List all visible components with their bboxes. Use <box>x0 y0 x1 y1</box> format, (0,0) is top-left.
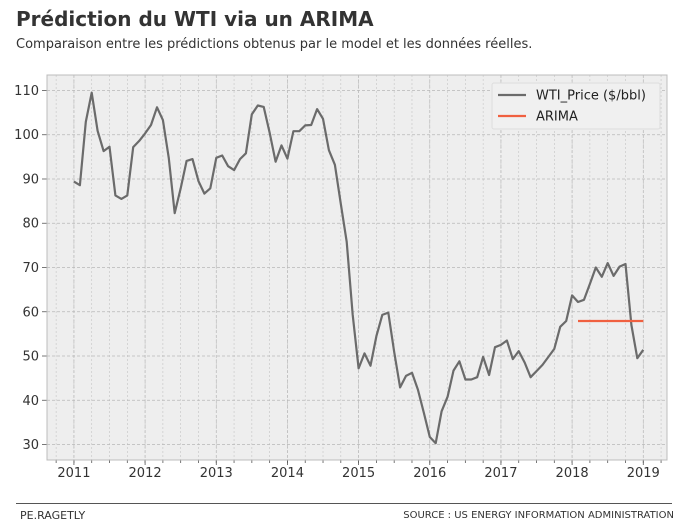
plot-frame <box>46 74 668 461</box>
x-tick-label: 2013 <box>200 466 233 481</box>
x-tick-label: 2015 <box>342 466 375 481</box>
y-tick-label: 90 <box>22 172 39 187</box>
y-tick-label: 60 <box>22 305 39 320</box>
x-tick-label: 2016 <box>413 466 446 481</box>
series-line-wti-price-bbl <box>73 91 645 445</box>
x-tick-label: 2011 <box>57 466 90 481</box>
chart-subtitle: Comparaison entre les prédictions obtenu… <box>16 37 533 52</box>
legend-label: ARIMA <box>536 110 578 125</box>
x-tick-label: 2014 <box>271 466 304 481</box>
legend-box <box>491 82 661 130</box>
y-tick-label: 50 <box>22 350 39 365</box>
y-tick-label: 30 <box>22 438 39 453</box>
x-tick-label: 2017 <box>484 466 517 481</box>
x-tick-label: 2012 <box>129 466 162 481</box>
y-tick-label: 100 <box>14 128 39 143</box>
x-tick-label: 2018 <box>556 466 589 481</box>
chart-title: Prédiction du WTI via un ARIMA <box>16 7 374 31</box>
y-tick-label: 80 <box>22 217 39 232</box>
y-tick-label: 40 <box>22 394 39 409</box>
footer-divider <box>16 503 672 504</box>
footer-source: SOURCE : US ENERGY INFORMATION ADMINISTR… <box>403 510 674 521</box>
y-tick-label: 110 <box>14 84 39 99</box>
footer-author: PE.RAGETLY <box>20 509 86 522</box>
y-tick-label: 70 <box>22 261 39 276</box>
x-tick-label: 2019 <box>627 466 660 481</box>
legend-label: WTI_Price ($/bbl) <box>536 89 646 104</box>
